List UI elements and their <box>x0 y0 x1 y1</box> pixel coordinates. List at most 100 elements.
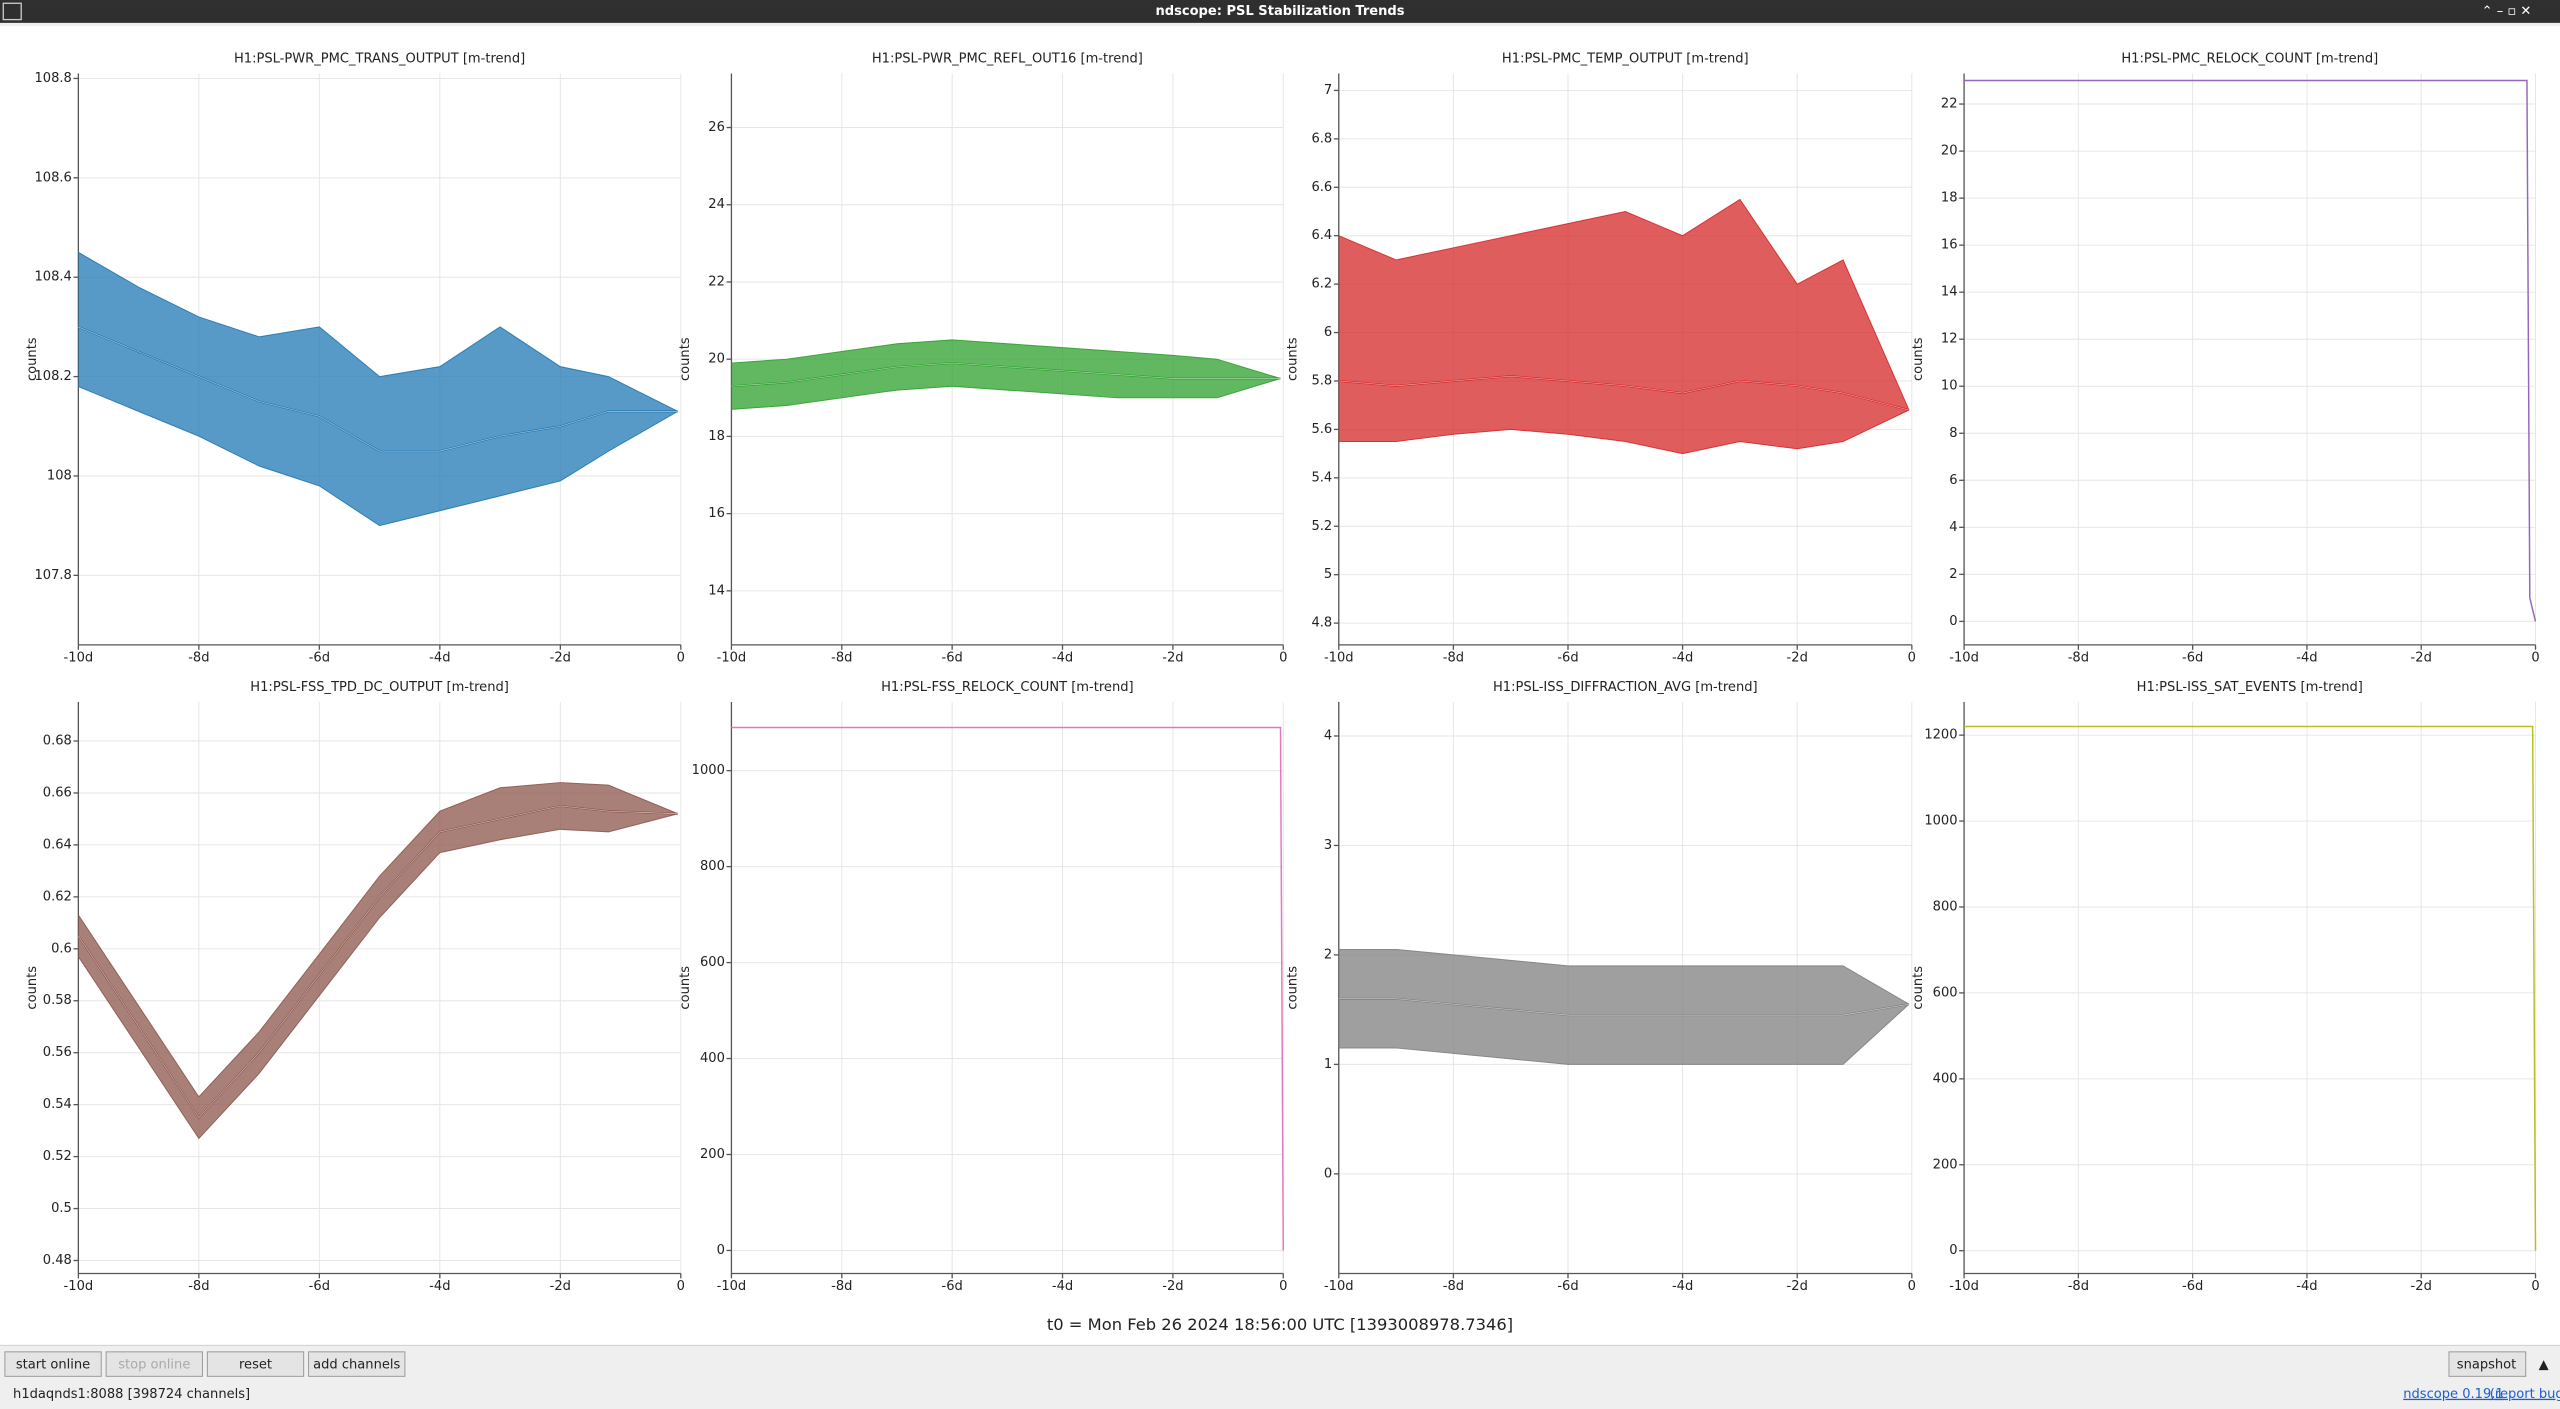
y-tick-label: 6 <box>1949 473 1957 488</box>
x-tick-label: -10d <box>1324 650 1354 665</box>
x-tick-label: -10d <box>717 650 747 665</box>
version-link[interactable]: ndscope 0.19.1 <box>2403 1387 2503 1402</box>
plot-title: H1:PSL-PMC_TEMP_OUTPUT [m-trend] <box>1502 51 1749 66</box>
noise-band <box>78 782 678 1139</box>
y-tick-label: 600 <box>700 955 725 970</box>
y-tick-label: 0.58 <box>43 993 72 1008</box>
snapshot-button[interactable] <box>2448 1351 2527 1377</box>
y-tick-label: 1000 <box>692 763 725 778</box>
y-tick-label: 6.2 <box>1311 277 1332 292</box>
y-tick-label: 14 <box>708 583 725 598</box>
button[interactable] <box>308 1351 406 1377</box>
button-label[interactable]: add channels <box>313 1357 400 1372</box>
y-tick-label: 16 <box>1941 238 1958 253</box>
x-tick-label: -4d <box>2296 1279 2317 1294</box>
x-tick-label: -4d <box>1052 650 1073 665</box>
y-tick-label: 1 <box>1324 1057 1332 1072</box>
x-tick-label: -4d <box>2296 650 2317 665</box>
x-tick-label: -6d <box>2182 1279 2203 1294</box>
x-tick-label: -10d <box>717 1279 747 1294</box>
x-tick-label: -4d <box>1672 1279 1693 1294</box>
y-axis-label: counts <box>1911 337 1926 381</box>
plot-title: H1:PSL-FSS_TPD_DC_OUTPUT [m-trend] <box>250 680 509 695</box>
button-label[interactable]: start online <box>16 1357 90 1372</box>
y-tick-label: 8 <box>1949 426 1957 441</box>
noise-band <box>78 252 678 526</box>
y-tick-label: 0.62 <box>43 889 72 904</box>
x-tick-label: -10d <box>64 650 94 665</box>
noise-band <box>1338 949 1909 1065</box>
x-tick-label: -8d <box>188 1279 209 1294</box>
y-tick-label: 200 <box>700 1147 725 1162</box>
plot-title: H1:PSL-PWR_PMC_TRANS_OUTPUT [m-trend] <box>234 51 525 66</box>
report-link[interactable]: (report bug) <box>2490 1387 2560 1402</box>
button[interactable] <box>4 1351 102 1377</box>
y-tick-label: 800 <box>700 859 725 874</box>
y-axis-label: counts <box>678 337 693 381</box>
max-trace <box>78 251 679 412</box>
y-tick-label: 14 <box>1941 285 1958 300</box>
x-tick-label: -6d <box>942 1279 963 1294</box>
button[interactable] <box>105 1351 203 1377</box>
noise-band <box>1338 199 1909 454</box>
y-tick-label: 2 <box>1949 567 1957 582</box>
window-icon <box>2 2 22 21</box>
window-controls[interactable]: ⌃ – ▫ ✕ <box>2482 4 2532 19</box>
max-trace <box>731 339 1281 379</box>
y-tick-label: 400 <box>700 1051 725 1066</box>
collapse-arrow[interactable]: ▲ <box>2539 1357 2549 1372</box>
noise-band <box>731 339 1281 410</box>
y-tick-label: 0.56 <box>43 1045 72 1060</box>
x-tick-label: -6d <box>1557 650 1578 665</box>
y-tick-label: 108.2 <box>34 369 71 384</box>
y-tick-label: 6 <box>1324 325 1332 340</box>
window-title: ndscope: PSL Stabilization Trends <box>1155 4 1404 19</box>
x-tick-label: -10d <box>1324 1279 1354 1294</box>
x-tick-label: -4d <box>429 1279 450 1294</box>
min-trace <box>77 813 678 1140</box>
y-tick-label: 0.5 <box>51 1201 72 1216</box>
y-tick-label: 18 <box>708 429 725 444</box>
y-tick-label: 20 <box>708 352 725 367</box>
y-tick-label: 800 <box>1933 899 1958 914</box>
status-text: h1daqnds1:8088 [398724 channels] <box>13 1387 250 1402</box>
y-tick-label: 107.8 <box>34 568 71 583</box>
y-tick-label: 5.6 <box>1311 422 1332 437</box>
button-label[interactable]: stop online <box>118 1357 190 1372</box>
y-tick-label: 400 <box>1933 1071 1958 1086</box>
y-tick-label: 24 <box>708 197 725 212</box>
x-tick-label: -8d <box>1443 1279 1464 1294</box>
x-tick-label: -8d <box>1443 650 1464 665</box>
trace <box>1964 79 2537 622</box>
y-tick-label: 12 <box>1941 332 1958 347</box>
y-tick-label: 20 <box>1941 144 1958 159</box>
y-tick-label: 108 <box>47 468 72 483</box>
x-tick-label: -8d <box>188 650 209 665</box>
plot-title: H1:PSL-ISS_DIFFRACTION_AVG [m-trend] <box>1493 680 1758 695</box>
x-tick-label: 0 <box>2531 1279 2539 1294</box>
x-tick-label: -4d <box>429 650 450 665</box>
y-axis-label: counts <box>1286 966 1301 1010</box>
x-tick-label: 0 <box>677 1279 685 1294</box>
y-tick-label: 4 <box>1949 520 1957 535</box>
y-tick-label: 0 <box>1949 1243 1957 1258</box>
x-tick-label: -2d <box>550 650 571 665</box>
x-tick-label: -2d <box>550 1279 571 1294</box>
snapshot-label[interactable]: snapshot <box>2457 1357 2517 1372</box>
x-tick-label: -6d <box>942 650 963 665</box>
y-tick-label: 5.4 <box>1311 470 1332 485</box>
x-tick-label: -8d <box>2068 1279 2089 1294</box>
x-tick-label: -10d <box>1949 1279 1979 1294</box>
button-label[interactable]: reset <box>239 1357 272 1372</box>
button[interactable] <box>206 1351 305 1377</box>
y-tick-label: 0 <box>1324 1166 1332 1181</box>
x-tick-label: 0 <box>2531 650 2539 665</box>
y-tick-label: 16 <box>708 506 725 521</box>
x-tick-label: -2d <box>1787 650 1808 665</box>
x-tick-label: -10d <box>64 1279 94 1294</box>
x-tick-label: -2d <box>1162 650 1183 665</box>
y-tick-label: 2 <box>1324 947 1332 962</box>
y-tick-label: 1200 <box>1924 728 1957 743</box>
x-tick-label: -4d <box>1672 650 1693 665</box>
